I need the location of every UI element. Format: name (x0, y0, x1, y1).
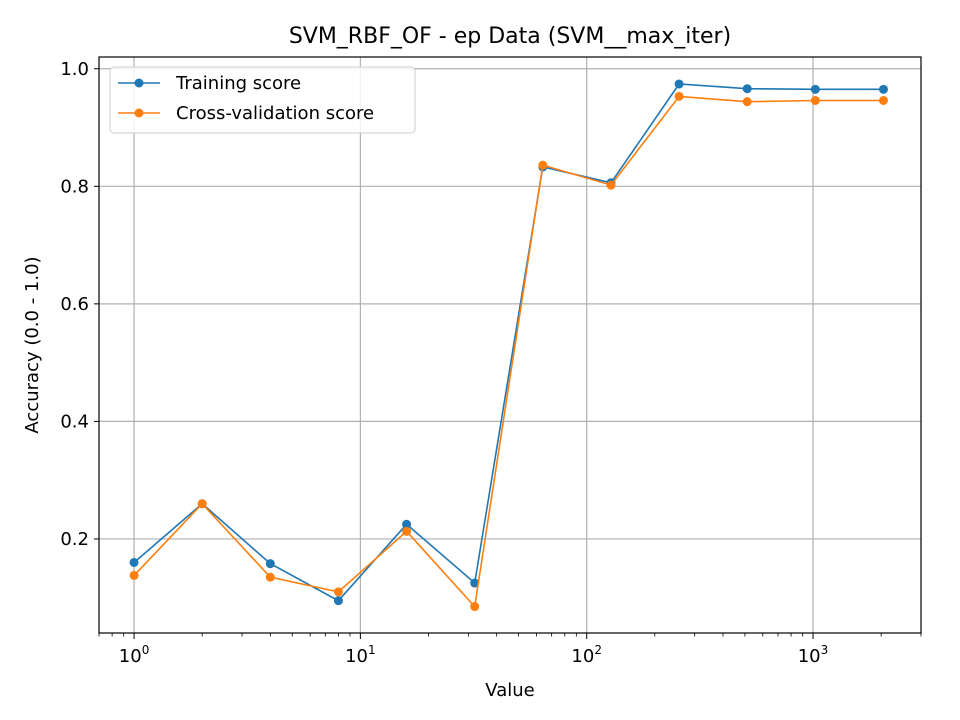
data-point (197, 499, 207, 509)
data-point (674, 79, 684, 89)
plot-frame (98, 56, 922, 634)
data-point (742, 97, 752, 107)
legend-label: Cross-validation score (176, 103, 374, 124)
data-point (742, 84, 752, 94)
legend-box (109, 66, 416, 134)
series-1 (129, 91, 888, 612)
data-point (402, 519, 412, 529)
legend-label: Training score (175, 73, 301, 94)
data-point (129, 557, 139, 567)
x-tick-base: 10 (345, 646, 368, 667)
data-point (538, 160, 548, 170)
chart-title: SVM_RBF_OF - ep Data (SVM__max_iter) (289, 24, 731, 49)
legend: Training score Cross-validation score (109, 66, 416, 134)
data-point (333, 596, 343, 606)
data-point (810, 84, 820, 94)
grid (99, 57, 921, 633)
x-tick-label: 101 (345, 643, 376, 667)
series-0 (129, 79, 888, 606)
y-tick-label: 0.8 (60, 176, 89, 197)
data-point (606, 180, 616, 190)
x-tick-base: 10 (119, 646, 142, 667)
data-point (333, 587, 343, 597)
legend-marker (134, 108, 144, 118)
x-axis-label: Value (485, 680, 534, 701)
data-point (265, 559, 275, 569)
y-tick-label: 1.0 (60, 59, 89, 80)
x-tick-label: 100 (119, 643, 150, 667)
y-tick-label: 0.2 (60, 529, 89, 550)
data-point (129, 570, 139, 580)
y-tick-label: 0.6 (60, 294, 89, 315)
x-tick-base: 10 (798, 646, 821, 667)
series-line (133, 95, 884, 609)
data-point (470, 578, 480, 588)
x-tick-base: 10 (571, 646, 594, 667)
data-point (402, 526, 412, 536)
x-tick-exponent: 2 (594, 643, 602, 657)
x-tick-exponent: 3 (821, 643, 829, 657)
data-point (674, 91, 684, 101)
legend-marker (134, 78, 144, 88)
series-layer (129, 79, 888, 612)
data-point (265, 572, 275, 582)
y-tick-label: 0.4 (60, 411, 89, 432)
data-point (470, 602, 480, 612)
x-tick-exponent: 1 (368, 643, 376, 657)
data-point (878, 95, 888, 105)
x-tick-label: 103 (798, 643, 829, 667)
data-point (810, 95, 820, 105)
series-line (133, 83, 884, 602)
x-tick-exponent: 0 (142, 643, 150, 657)
x-tick-label: 102 (571, 643, 602, 667)
data-point (878, 84, 888, 94)
y-axis-label: Accuracy (0.0 - 1.0) (22, 256, 43, 433)
